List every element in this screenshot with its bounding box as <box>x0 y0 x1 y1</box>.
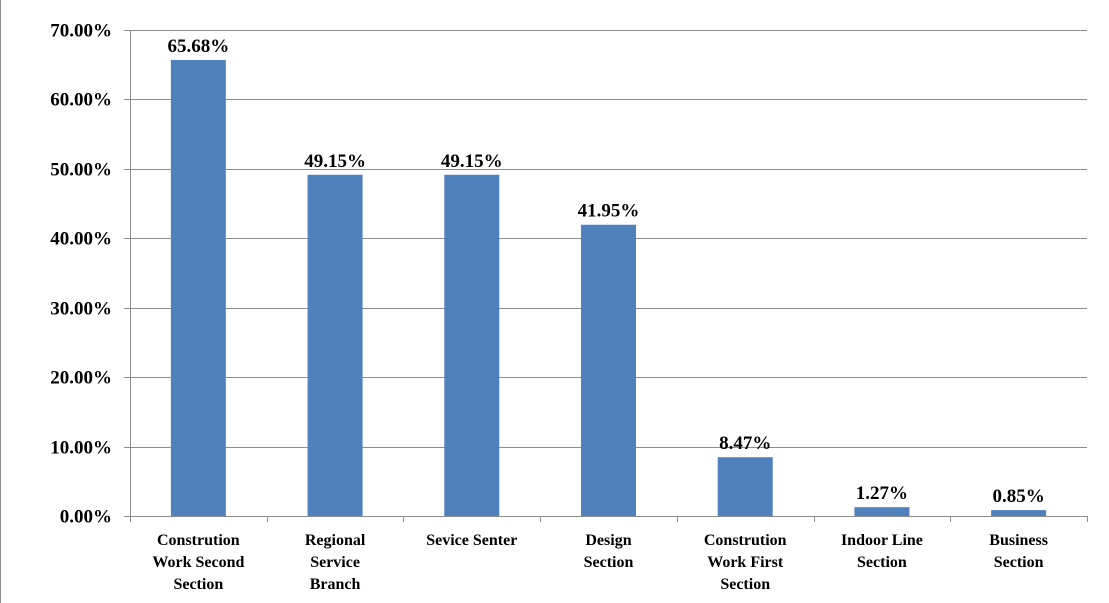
x-axis-category-labels: Constrution Work Second Section Regional Ser… <box>152 532 1048 593</box>
category-label-line: Indoor Line <box>841 532 923 549</box>
axes <box>124 30 1088 522</box>
bar <box>307 174 363 516</box>
category-label-line: Section <box>720 576 770 593</box>
data-label: 49.15% <box>441 151 503 172</box>
category-label-line: Regional <box>305 532 366 549</box>
data-labels: 65.68% 49.15% 49.15% 41.95% 8.47% 1.27% 0.85% <box>167 36 1044 507</box>
data-label: 8.47% <box>719 433 771 454</box>
category-label-line: Service <box>310 554 360 571</box>
category-label-line: Section <box>173 576 223 593</box>
category-label-line: Section <box>584 554 634 571</box>
category-label-line: Constrution <box>704 532 787 549</box>
data-label: 65.68% <box>167 36 229 57</box>
y-axis-tick-label: 30.00% <box>50 299 112 320</box>
category-label-line: Sevice Senter <box>426 532 517 549</box>
x-axis-category-label: Sevice Senter <box>426 532 517 549</box>
x-axis-category-label: Regional Service Branch <box>305 532 366 593</box>
category-label-line: Design <box>585 532 631 549</box>
y-axis-tick-label: 0.00% <box>60 507 112 528</box>
data-label: 49.15% <box>304 151 366 172</box>
x-axis-category-label: Indoor Line Section <box>841 532 923 571</box>
x-axis-category-label: Design Section <box>584 532 634 571</box>
bar <box>717 457 773 516</box>
y-axis-tick-labels: 0.00% 10.00% 20.00% 30.00% 40.00% 50.00% 60.00… <box>50 21 112 528</box>
y-axis-tick-label: 50.00% <box>50 160 112 181</box>
y-axis-tick-label: 20.00% <box>50 368 112 389</box>
data-label: 0.85% <box>993 486 1045 507</box>
category-label-line: Constrution <box>157 532 240 549</box>
y-axis-tick-label: 10.00% <box>50 438 112 459</box>
x-axis-category-label: Business Section <box>989 532 1048 571</box>
bar <box>170 59 226 517</box>
category-label-line: Branch <box>310 576 361 593</box>
bar <box>854 507 910 516</box>
category-label-line: Work First <box>707 554 784 571</box>
x-axis-category-label: Constrution Work First Section <box>704 532 787 593</box>
bars <box>170 59 1047 517</box>
category-label-line: Work Second <box>152 554 244 571</box>
x-axis-category-label: Constrution Work Second Section <box>152 532 244 593</box>
bar <box>991 510 1047 516</box>
bar <box>444 174 500 516</box>
y-axis-tick-label: 40.00% <box>50 229 112 250</box>
category-label-line: Section <box>994 554 1044 571</box>
y-axis-tick-label: 70.00% <box>50 21 112 42</box>
category-label-line: Section <box>857 554 907 571</box>
data-label: 1.27% <box>856 483 908 504</box>
data-label: 41.95% <box>578 201 640 222</box>
category-label-line: Business <box>989 532 1048 549</box>
gridlines <box>130 30 1087 448</box>
bar <box>581 224 636 517</box>
y-axis-tick-label: 60.00% <box>50 90 112 111</box>
